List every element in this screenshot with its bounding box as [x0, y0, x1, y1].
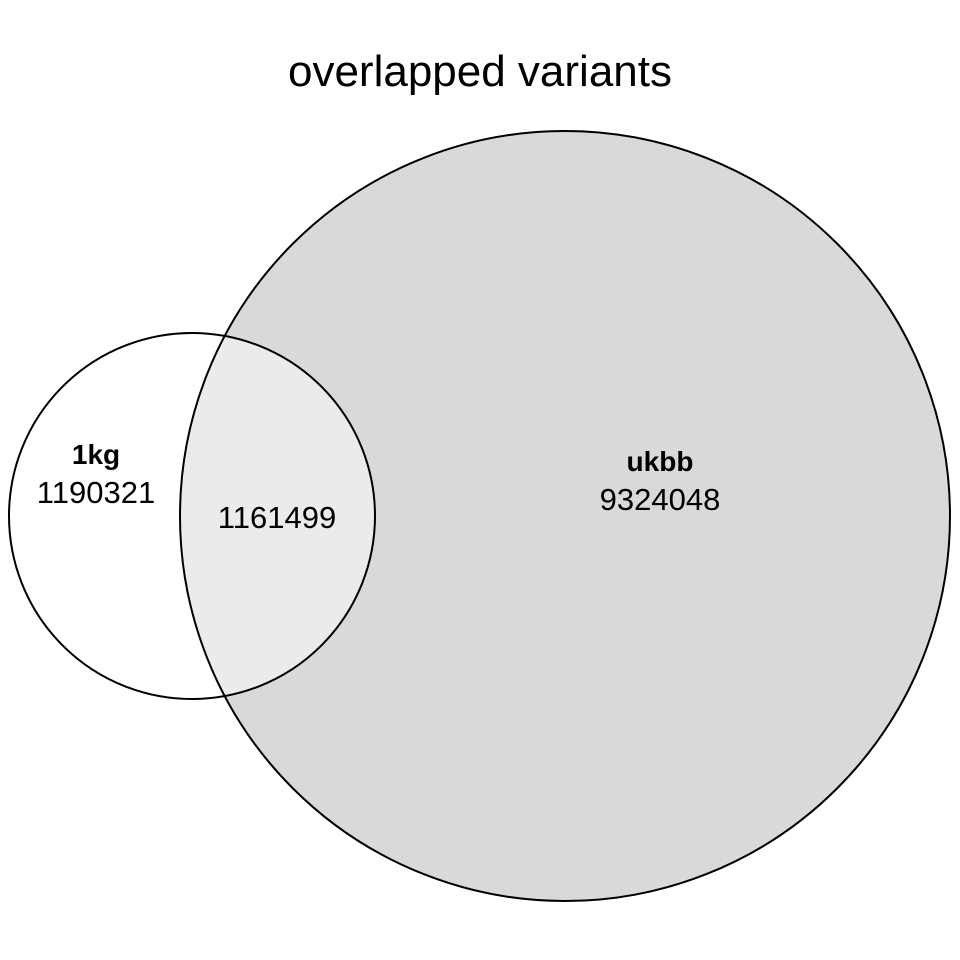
ukbb-only-count: 9324048 [600, 482, 721, 517]
diagram-title: overlapped variants [288, 47, 672, 96]
1kg-set-outline [8, 332, 376, 700]
ukbb-set-label: ukbb [627, 446, 694, 477]
intersection-count: 1161499 [218, 500, 336, 535]
ukbb-set-outline [179, 130, 951, 902]
1kg-only-count: 1190321 [37, 475, 155, 510]
ukbb-set-circle [180, 131, 950, 901]
1kg-set-label: 1kg [72, 439, 120, 470]
